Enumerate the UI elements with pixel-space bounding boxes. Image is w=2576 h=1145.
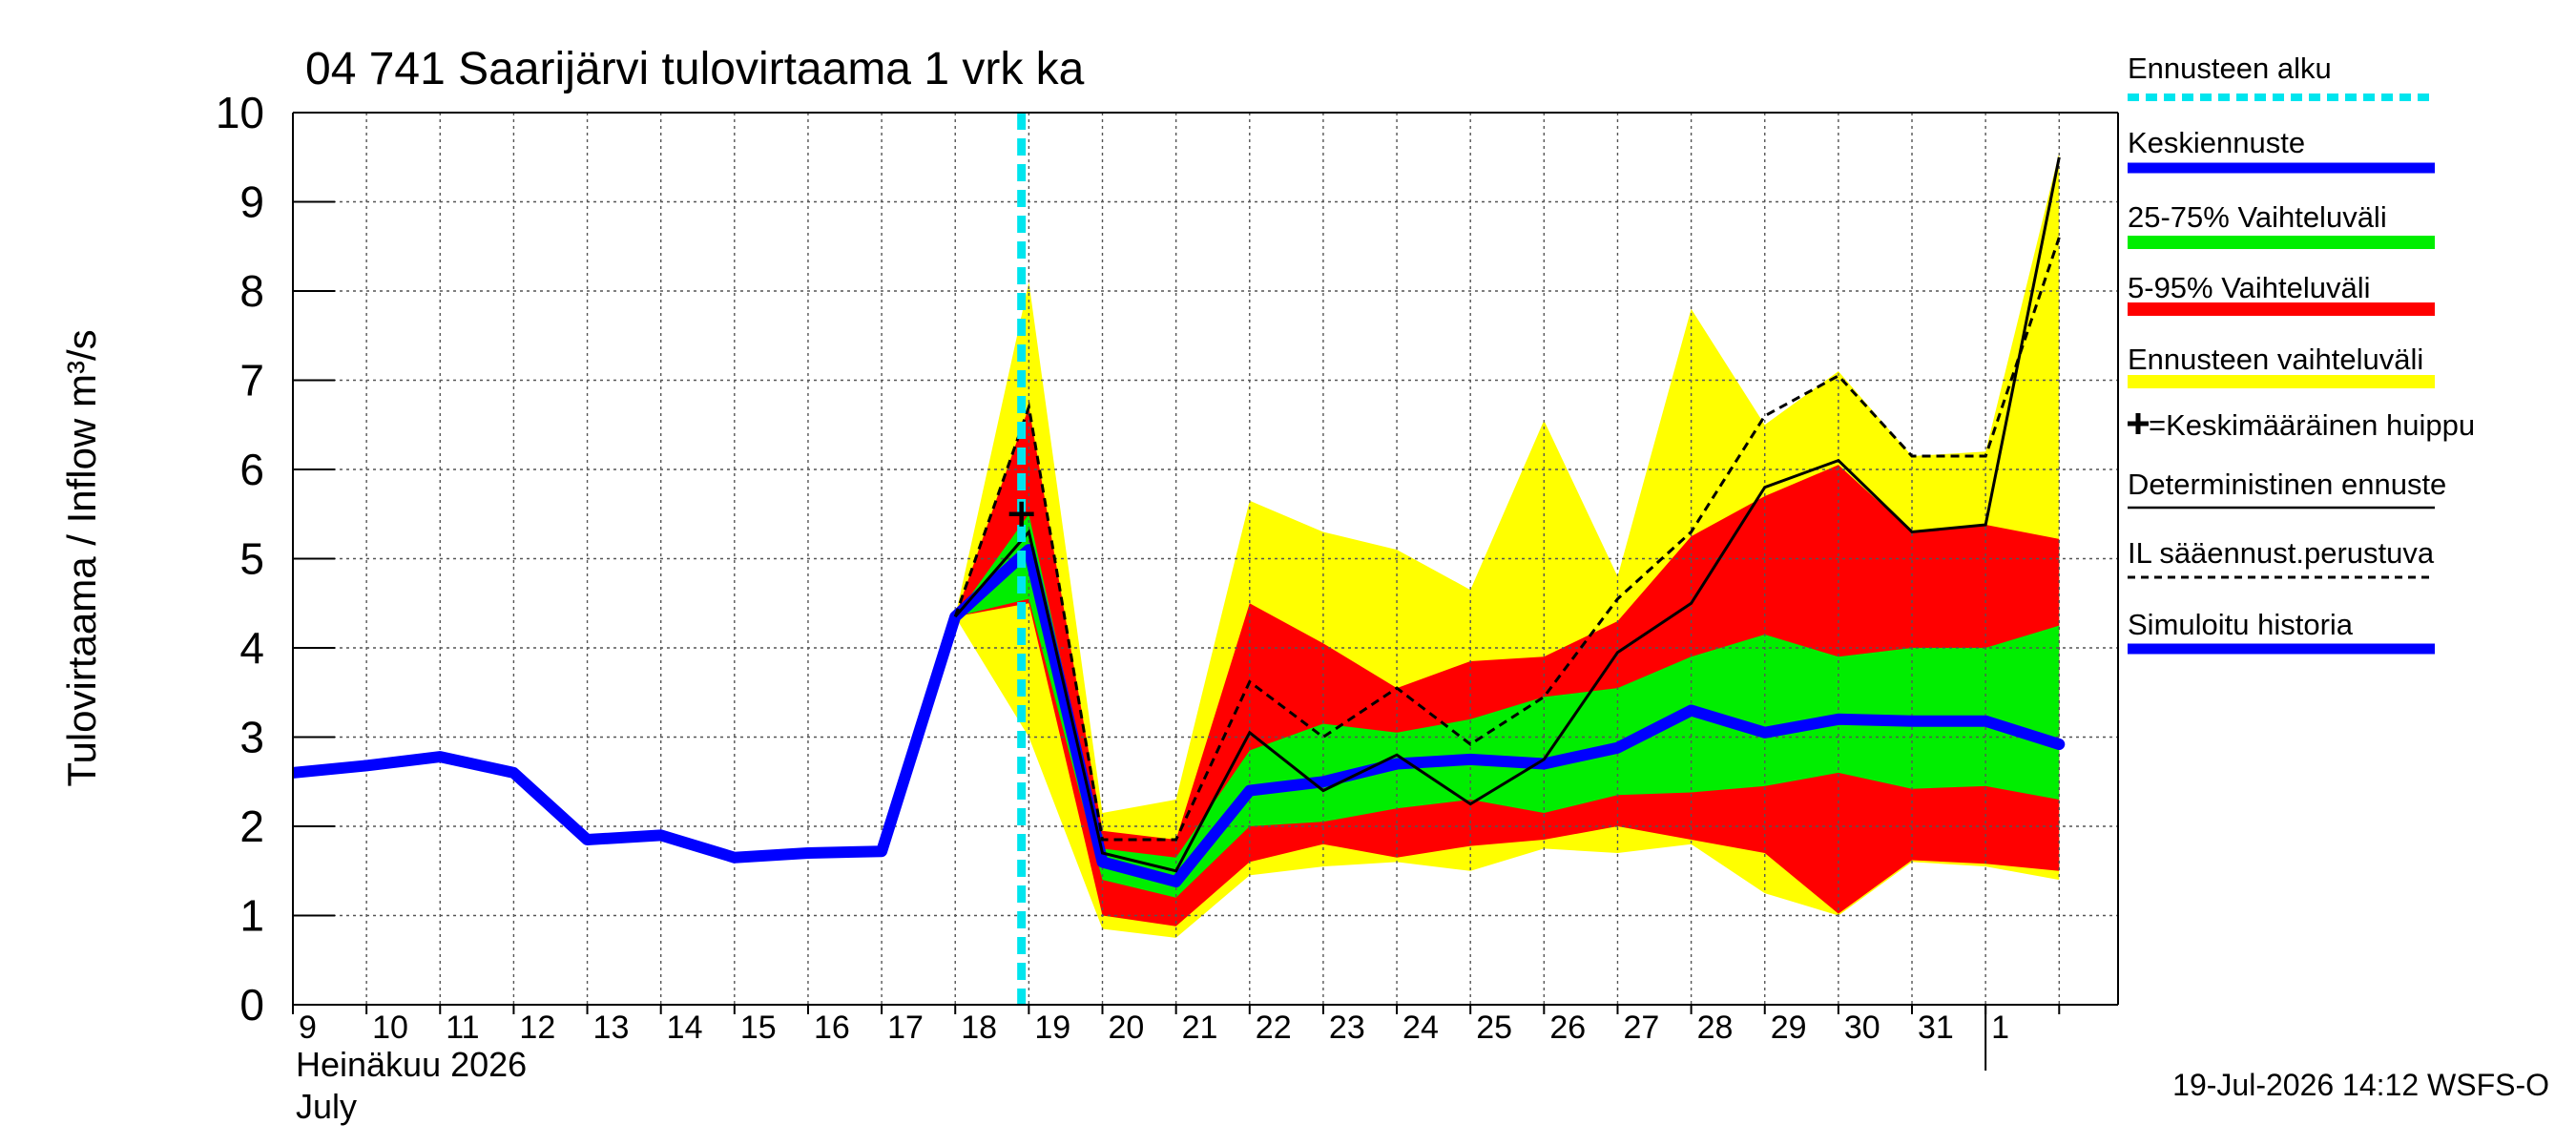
- y-tick-label: 10: [216, 88, 264, 137]
- x-tick-label: 15: [740, 1010, 777, 1046]
- legend-label-band-25-75: 25-75% Vaihteluväli: [2128, 200, 2387, 234]
- legend: Ennusteen alku Keskiennuste 25-75% Vaihtel…: [2128, 52, 2475, 655]
- x-tick-label: 29: [1771, 1010, 1807, 1046]
- footer-timestamp: 19-Jul-2026 14:12 WSFS-O: [2172, 1068, 2549, 1102]
- month-label-fi: Heinäkuu 2026: [296, 1045, 527, 1084]
- series-il-forecast: [953, 237, 2061, 842]
- x-tick-label: 19: [1034, 1010, 1070, 1046]
- y-tick-label: 9: [239, 177, 264, 227]
- legend-label-forecast-start: Ennusteen alku: [2128, 52, 2332, 85]
- legend-plus-icon: [2128, 413, 2149, 434]
- x-tick-label: 17: [887, 1010, 924, 1046]
- legend-label-history: Simuloitu historia: [2128, 608, 2354, 641]
- legend-label-il-forecast: IL sääennust.perustuva: [2128, 536, 2435, 570]
- mean-peak-marker: [1008, 501, 1034, 527]
- x-tick-label: 12: [519, 1010, 555, 1046]
- x-tick-label: 1: [1991, 1010, 2009, 1046]
- y-tick-label: 6: [239, 445, 264, 494]
- y-tick-label: 4: [239, 623, 264, 673]
- x-tick-label: 18: [961, 1010, 997, 1046]
- y-tick-label: 0: [239, 980, 264, 1030]
- y-tick-label: 8: [239, 266, 264, 316]
- band-25-75: [955, 513, 2060, 898]
- chart-title: 04 741 Saarijärvi tulovirtaama 1 vrk ka: [305, 44, 1085, 94]
- x-tick-label: 22: [1256, 1010, 1292, 1046]
- x-tick-label: 26: [1549, 1010, 1586, 1046]
- x-tick-label: 23: [1329, 1010, 1365, 1046]
- x-tick-label: 13: [593, 1010, 630, 1046]
- x-tick-label: 20: [1109, 1010, 1145, 1046]
- x-tick-label: 14: [667, 1010, 703, 1046]
- y-tick-label: 1: [239, 891, 264, 941]
- y-tick-label: 3: [239, 713, 264, 762]
- x-tick-label: 11: [446, 1010, 479, 1046]
- x-tick-label: 25: [1476, 1010, 1512, 1046]
- legend-label-band-5-95: 5-95% Vaihteluväli: [2128, 271, 2370, 304]
- legend-label-deterministic: Deterministinen ennuste: [2128, 468, 2446, 501]
- x-tick-label: 21: [1182, 1010, 1218, 1046]
- y-tick-label: 2: [239, 802, 264, 851]
- y-tick-label: 7: [239, 356, 264, 406]
- series-lines: [293, 113, 2066, 1005]
- x-tick-label: 30: [1844, 1010, 1880, 1046]
- month-label-en: July: [296, 1087, 357, 1126]
- x-tick-label: 31: [1918, 1010, 1954, 1046]
- y-tick-label: 5: [239, 534, 264, 584]
- x-tick-label: 27: [1623, 1010, 1659, 1046]
- series-deterministic: [954, 156, 2061, 873]
- y-axis-label: Tulovirtaama / Inflow m³/s: [59, 329, 104, 786]
- legend-label-band-range: Ennusteen vaihteluväli: [2128, 343, 2423, 376]
- legend-label-peak: =Keskimääräinen huippu: [2149, 408, 2475, 442]
- x-tick-label: 28: [1697, 1010, 1734, 1046]
- x-tick-label: 16: [814, 1010, 850, 1046]
- x-tick-label: 24: [1402, 1010, 1439, 1046]
- x-tick-label: 10: [372, 1010, 408, 1046]
- grid: [293, 112, 2118, 1005]
- x-tick-label: 9: [299, 1010, 317, 1046]
- legend-label-mean: Keskiennuste: [2128, 126, 2305, 159]
- forecast-bands: [955, 153, 2060, 938]
- series-simulated-history: [293, 544, 2066, 887]
